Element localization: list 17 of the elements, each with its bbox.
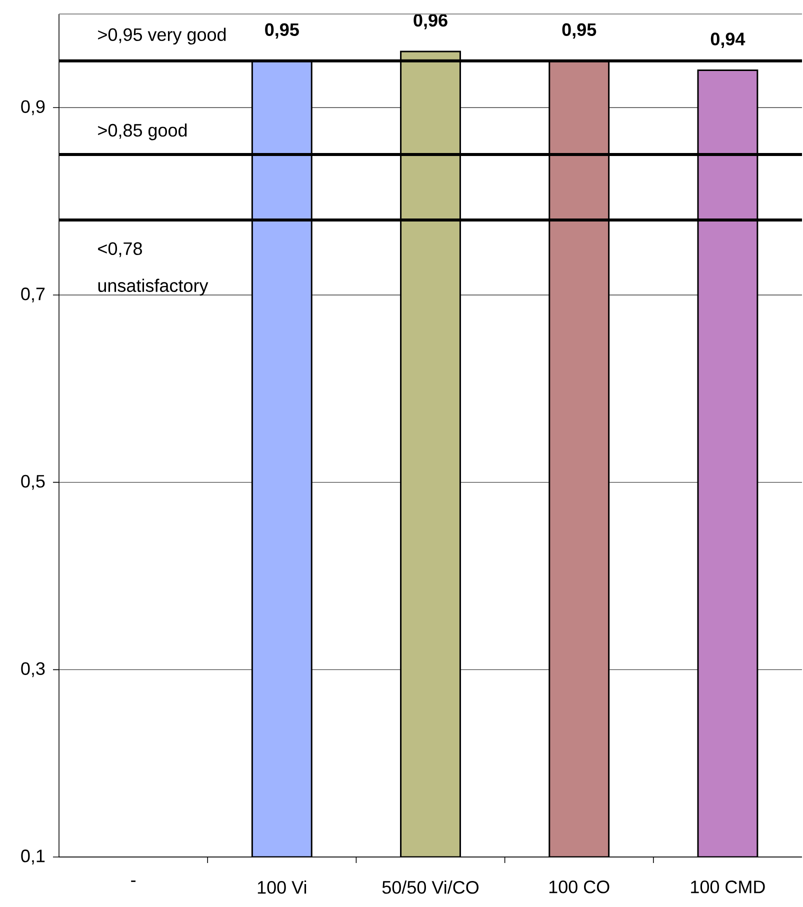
y-tick-label: 0,7: [21, 288, 45, 302]
text: <0,78 unsatisfactory: [98, 242, 208, 296]
data-label: 0,94: [710, 32, 746, 48]
y-tick-label: 0,9: [21, 100, 45, 116]
y-tick-label: 0,1: [21, 850, 45, 864]
x-tick-label: -: [131, 880, 136, 882]
x-tick-label: 100 Vi: [258, 880, 306, 894]
y-tick-label: 0,3: [21, 662, 45, 678]
ref-line-label: >0,95 very good: [98, 28, 226, 45]
x-tick-label: 50/50 Vi/CO: [382, 880, 478, 894]
x-tick-label: 100 CO: [549, 880, 610, 894]
y-tick-label: 0,5: [21, 474, 45, 490]
data-label: 0,95: [265, 23, 299, 39]
data-label: 0,95: [562, 23, 596, 39]
ref-line-label: >0,85 good: [98, 123, 187, 140]
x-tick-label: 100 CMD: [691, 880, 765, 894]
data-label: 0,96: [414, 14, 448, 30]
